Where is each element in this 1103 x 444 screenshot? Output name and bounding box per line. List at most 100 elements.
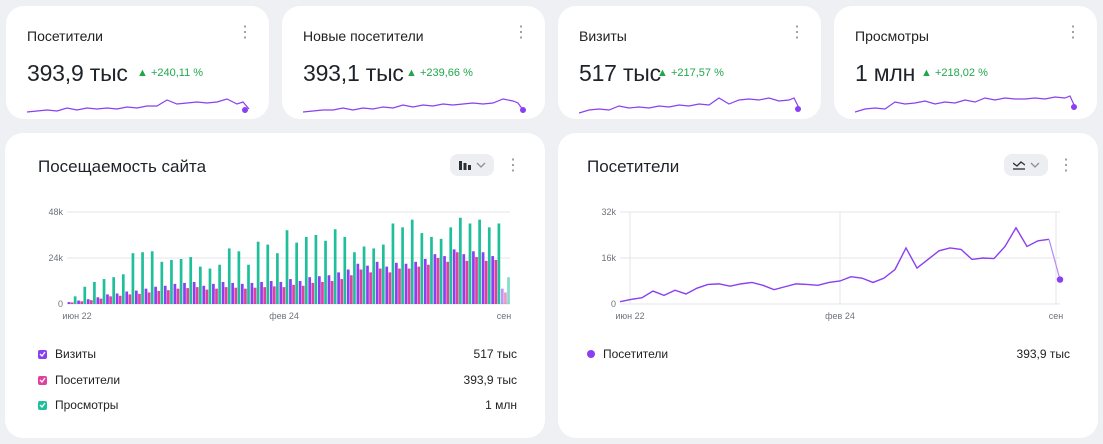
kpi-delta: ▲ +217,57 % [657, 67, 724, 79]
x-tick-label: июн 22 [62, 311, 91, 321]
visitors-card: Посетители ⋮ 0 16k 32k июн 22 фев 24 сен Посе… [558, 133, 1098, 438]
bar-visits [250, 282, 254, 304]
bar-visitors [330, 281, 334, 304]
attendance-bar-chart: 0 24k 48k июн 22 фев 24 сен [48, 207, 511, 321]
line-chart-icon [1012, 161, 1025, 170]
y-tick-label: 0 [611, 299, 616, 309]
bar-visits [298, 281, 302, 304]
bar-pageviews [170, 259, 173, 304]
bar-pageviews [121, 274, 125, 304]
kpi-card-pageviews[interactable]: Просмотры ⋮ 1 млн ▲ +218,02 % [834, 6, 1097, 119]
checkbox-icon[interactable] [38, 375, 47, 385]
kpi-card-visitors[interactable]: Посетители ⋮ 393,9 тыс ▲ +240,11 % [6, 6, 269, 119]
bar-pageviews [73, 296, 77, 304]
more-menu-icon[interactable]: ⋮ [1058, 157, 1074, 174]
attendance-card: Посещаемость сайта ⋮ 0 24k 48k июн 22 фев 24… [5, 133, 545, 438]
bar-visitors [369, 272, 372, 304]
bar-visitors [118, 295, 122, 304]
bar-visits [366, 265, 369, 304]
bar-visits [115, 293, 119, 304]
x-tick-label: фев 24 [269, 311, 299, 321]
bar-visits [183, 282, 186, 304]
bar-visitors [475, 257, 478, 304]
bar-pageviews [112, 277, 116, 304]
bar-visitors [340, 279, 344, 304]
bar-pageviews [93, 281, 96, 304]
bar-visits [356, 263, 360, 304]
bar-pageviews [256, 241, 260, 304]
checkbox-icon[interactable] [38, 349, 47, 359]
chart-type-switcher[interactable] [1004, 154, 1048, 176]
bar-visitors [359, 269, 363, 304]
y-tick-label: 16k [601, 253, 616, 263]
kpi-value: 1 млн [855, 60, 916, 86]
bar-visits [163, 285, 167, 304]
legend-item-visitors[interactable]: Посетители [38, 373, 120, 387]
bar-pageviews [430, 236, 433, 304]
card-title: Посещаемость сайта [38, 157, 207, 176]
bar-visitors [349, 275, 353, 304]
legend-value: 1 млн [485, 398, 517, 412]
bar-visits [346, 269, 350, 304]
bar-visitors [504, 292, 507, 304]
legend-item-pageviews[interactable]: Просмотры [38, 398, 118, 412]
bar-visitors [282, 287, 286, 304]
kpi-card-new-visitors[interactable]: Новые посетители ⋮ 393,1 тыс ▲ +239,66 % [282, 6, 545, 119]
legend-label: Визиты [55, 347, 97, 361]
bar-visitors [80, 301, 84, 304]
bar-pageviews [343, 236, 347, 304]
bar-pageviews [353, 252, 356, 304]
bar-visits [192, 281, 196, 304]
bar-visitors [138, 293, 141, 304]
bar-visits [395, 262, 398, 304]
more-menu-icon[interactable]: ⋮ [237, 24, 253, 41]
legend-item-visits[interactable]: Визиты [38, 347, 96, 361]
bar-visits [212, 283, 215, 304]
more-menu-icon[interactable]: ⋮ [513, 24, 529, 41]
bar-pageviews [478, 219, 481, 304]
bar-pageviews [237, 251, 241, 304]
more-menu-icon[interactable]: ⋮ [505, 157, 521, 174]
card-title: Посетители [587, 157, 680, 176]
bar-visits [481, 252, 485, 304]
kpi-value: 517 тыс [579, 60, 661, 86]
bar-chart-icon [458, 161, 471, 170]
legend-item-visitors[interactable]: Посетители [587, 347, 668, 361]
bar-visits [375, 261, 379, 304]
bar-visitors [224, 287, 228, 304]
bar-visits [106, 294, 109, 304]
bar-visitors [388, 272, 392, 304]
bar-pageviews [372, 248, 376, 304]
bar-pageviews [362, 246, 366, 304]
bar-visitors [176, 288, 180, 304]
kpi-value: 393,9 тыс [27, 60, 128, 86]
bar-visits [414, 261, 417, 304]
legend-value: 393,9 тыс [463, 373, 517, 387]
bar-pageviews [497, 223, 501, 304]
more-menu-icon[interactable]: ⋮ [1065, 24, 1081, 41]
bar-visits [308, 277, 312, 304]
legend-dot-icon [587, 350, 595, 358]
bar-visitors [263, 287, 267, 304]
more-menu-icon[interactable]: ⋮ [789, 24, 805, 41]
bar-visitors [167, 290, 170, 304]
bar-pageviews [150, 251, 154, 304]
checkbox-icon[interactable] [38, 400, 47, 410]
bar-visitors [417, 266, 421, 304]
legend-value: 517 тыс [473, 347, 517, 361]
kpi-card-visits[interactable]: Визиты ⋮ 517 тыс ▲ +217,57 % [558, 6, 821, 119]
bar-visitors [205, 289, 209, 304]
bar-visitors [292, 284, 295, 304]
visitors-line-chart: 0 16k 32k июн 22 фев 24 сен [601, 207, 1063, 321]
chart-type-switcher[interactable] [450, 154, 494, 176]
bar-visitors [253, 287, 257, 304]
kpi-sparkline [303, 98, 526, 113]
bar-pageviews [295, 242, 298, 304]
bar-visits [491, 256, 495, 304]
bar-visitors [89, 300, 93, 304]
bar-visits [77, 300, 80, 304]
bar-pageviews [208, 268, 212, 304]
bar-pageviews [459, 217, 462, 304]
x-tick-label: июн 22 [615, 311, 644, 321]
bar-visitors [427, 264, 430, 304]
